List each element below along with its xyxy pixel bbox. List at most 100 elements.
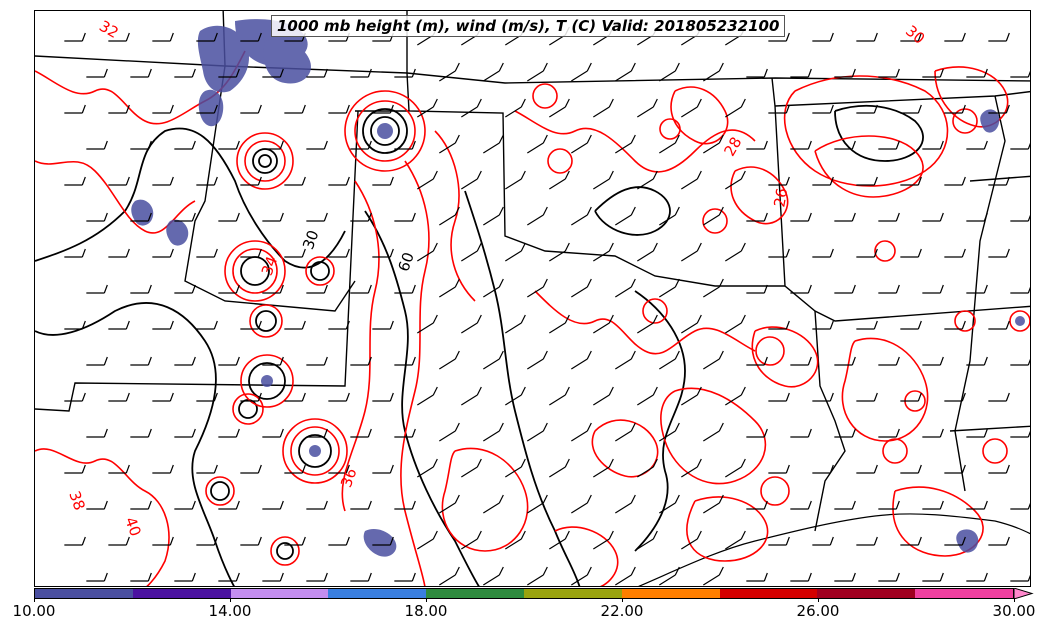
- wind-barb: [593, 242, 614, 262]
- wind-barb: [834, 284, 856, 294]
- wind-barb: [571, 62, 592, 82]
- wind-barb: [637, 386, 658, 406]
- wind-barb: [703, 278, 724, 298]
- wind-barb: [703, 134, 724, 154]
- contour-label-temp-32-nw: 32: [96, 17, 122, 42]
- wind-barb: [746, 68, 768, 78]
- wind-barb: [549, 242, 570, 262]
- wind-barb: [284, 320, 306, 330]
- wind-barb: [284, 176, 306, 186]
- wind-barb: [262, 572, 284, 582]
- wind-barb: [659, 494, 680, 514]
- wind-barb: [922, 500, 944, 510]
- wind-barb: [549, 458, 570, 478]
- wind-barb: [900, 32, 922, 42]
- wind-barb: [659, 62, 680, 82]
- wind-barb: [372, 464, 394, 474]
- wind-barb: [394, 356, 416, 366]
- wind-barb: [768, 248, 790, 258]
- wind-barb: [262, 140, 284, 150]
- wind-barb: [527, 350, 548, 370]
- colorbar-segment: [426, 589, 524, 598]
- chart-title: 1000 mb height (m), wind (m/s), T (C) Va…: [271, 15, 786, 37]
- wind-barb: [593, 170, 614, 190]
- wind-barb: [174, 428, 196, 438]
- wind-barb: [856, 104, 878, 114]
- wind-barb: [372, 320, 394, 330]
- wind-barb: [549, 170, 570, 190]
- wind-barb: [527, 206, 548, 226]
- wind-barb: [350, 500, 372, 510]
- wind-barb: [637, 314, 658, 334]
- wind-barb: [549, 530, 570, 550]
- wind-barb: [240, 104, 262, 114]
- wind-barb: [461, 530, 482, 550]
- wind-barb: [240, 536, 262, 546]
- wind-barb: [174, 500, 196, 510]
- wind-barb: [505, 170, 526, 190]
- wind-barb: [108, 392, 130, 402]
- wind-barb: [790, 284, 812, 294]
- wind-barb: [108, 32, 130, 42]
- wind-barb: [812, 176, 834, 186]
- wind-barb: [130, 356, 152, 366]
- colorbar-segment: [915, 589, 1013, 598]
- wind-barb: [394, 428, 416, 438]
- wind-barb: [130, 572, 152, 582]
- wind-barb: [637, 170, 658, 190]
- wind-barb: [527, 494, 548, 514]
- wind-barb: [218, 140, 240, 150]
- wind-barb: [878, 284, 900, 294]
- wind-barb: [571, 278, 592, 298]
- wind-barb: [439, 422, 460, 442]
- wind-barb: [1010, 214, 1030, 222]
- state-borders: [35, 11, 1030, 532]
- map-canvas: 32 30 28 26 34 36 38 40 60 30: [35, 11, 1030, 586]
- wind-barb: [615, 278, 636, 298]
- wind-barb: [64, 392, 86, 402]
- wind-barb: [505, 386, 526, 406]
- contour-label-temp-38: 38: [65, 489, 88, 513]
- wind-barb: [944, 392, 966, 402]
- wind-barb: [768, 464, 790, 474]
- wind-barb: [461, 242, 482, 262]
- wind-barb: [856, 536, 878, 546]
- wind-barb: [966, 572, 988, 582]
- wind-barb: [966, 212, 988, 222]
- wind-barb: [372, 176, 394, 186]
- wind-barb: [878, 500, 900, 510]
- colorbar-extend-arrow: [1014, 588, 1034, 599]
- wind-barb: [988, 176, 1010, 186]
- wind-barb: [593, 314, 614, 334]
- wind-barb: [218, 572, 240, 582]
- wind-barb: [878, 428, 900, 438]
- wind-barb: [549, 314, 570, 334]
- wind-barb: [703, 62, 724, 82]
- wind-barb: [350, 212, 372, 222]
- wind-barb: [834, 428, 856, 438]
- wind-barb: [593, 98, 614, 118]
- wind-barb: [878, 68, 900, 78]
- wind-barb: [944, 536, 966, 546]
- wind-barb: [615, 350, 636, 370]
- wind-barb: [768, 392, 790, 402]
- wind-barb: [856, 248, 878, 258]
- wind-barb: [130, 284, 152, 294]
- wind-barb: [461, 314, 482, 334]
- wind-barb: [174, 140, 196, 150]
- contour-label-temp-36: 36: [337, 466, 360, 490]
- wind-barb: [725, 314, 746, 334]
- wind-barb: [1010, 430, 1030, 438]
- contour-label-temp-30-ne: 30: [902, 22, 928, 48]
- wind-barb: [196, 32, 218, 42]
- wind-barb: [439, 134, 460, 154]
- temperature-contours: [35, 50, 1030, 586]
- wind-barb: [417, 314, 438, 334]
- wind-barb: [350, 140, 372, 150]
- colorbar-segment: [132, 589, 231, 598]
- wind-barb: [218, 284, 240, 294]
- wind-barb: [240, 392, 262, 402]
- wind-barb: [439, 494, 460, 514]
- wind-barb: [637, 98, 658, 118]
- wind-barb: [571, 422, 592, 442]
